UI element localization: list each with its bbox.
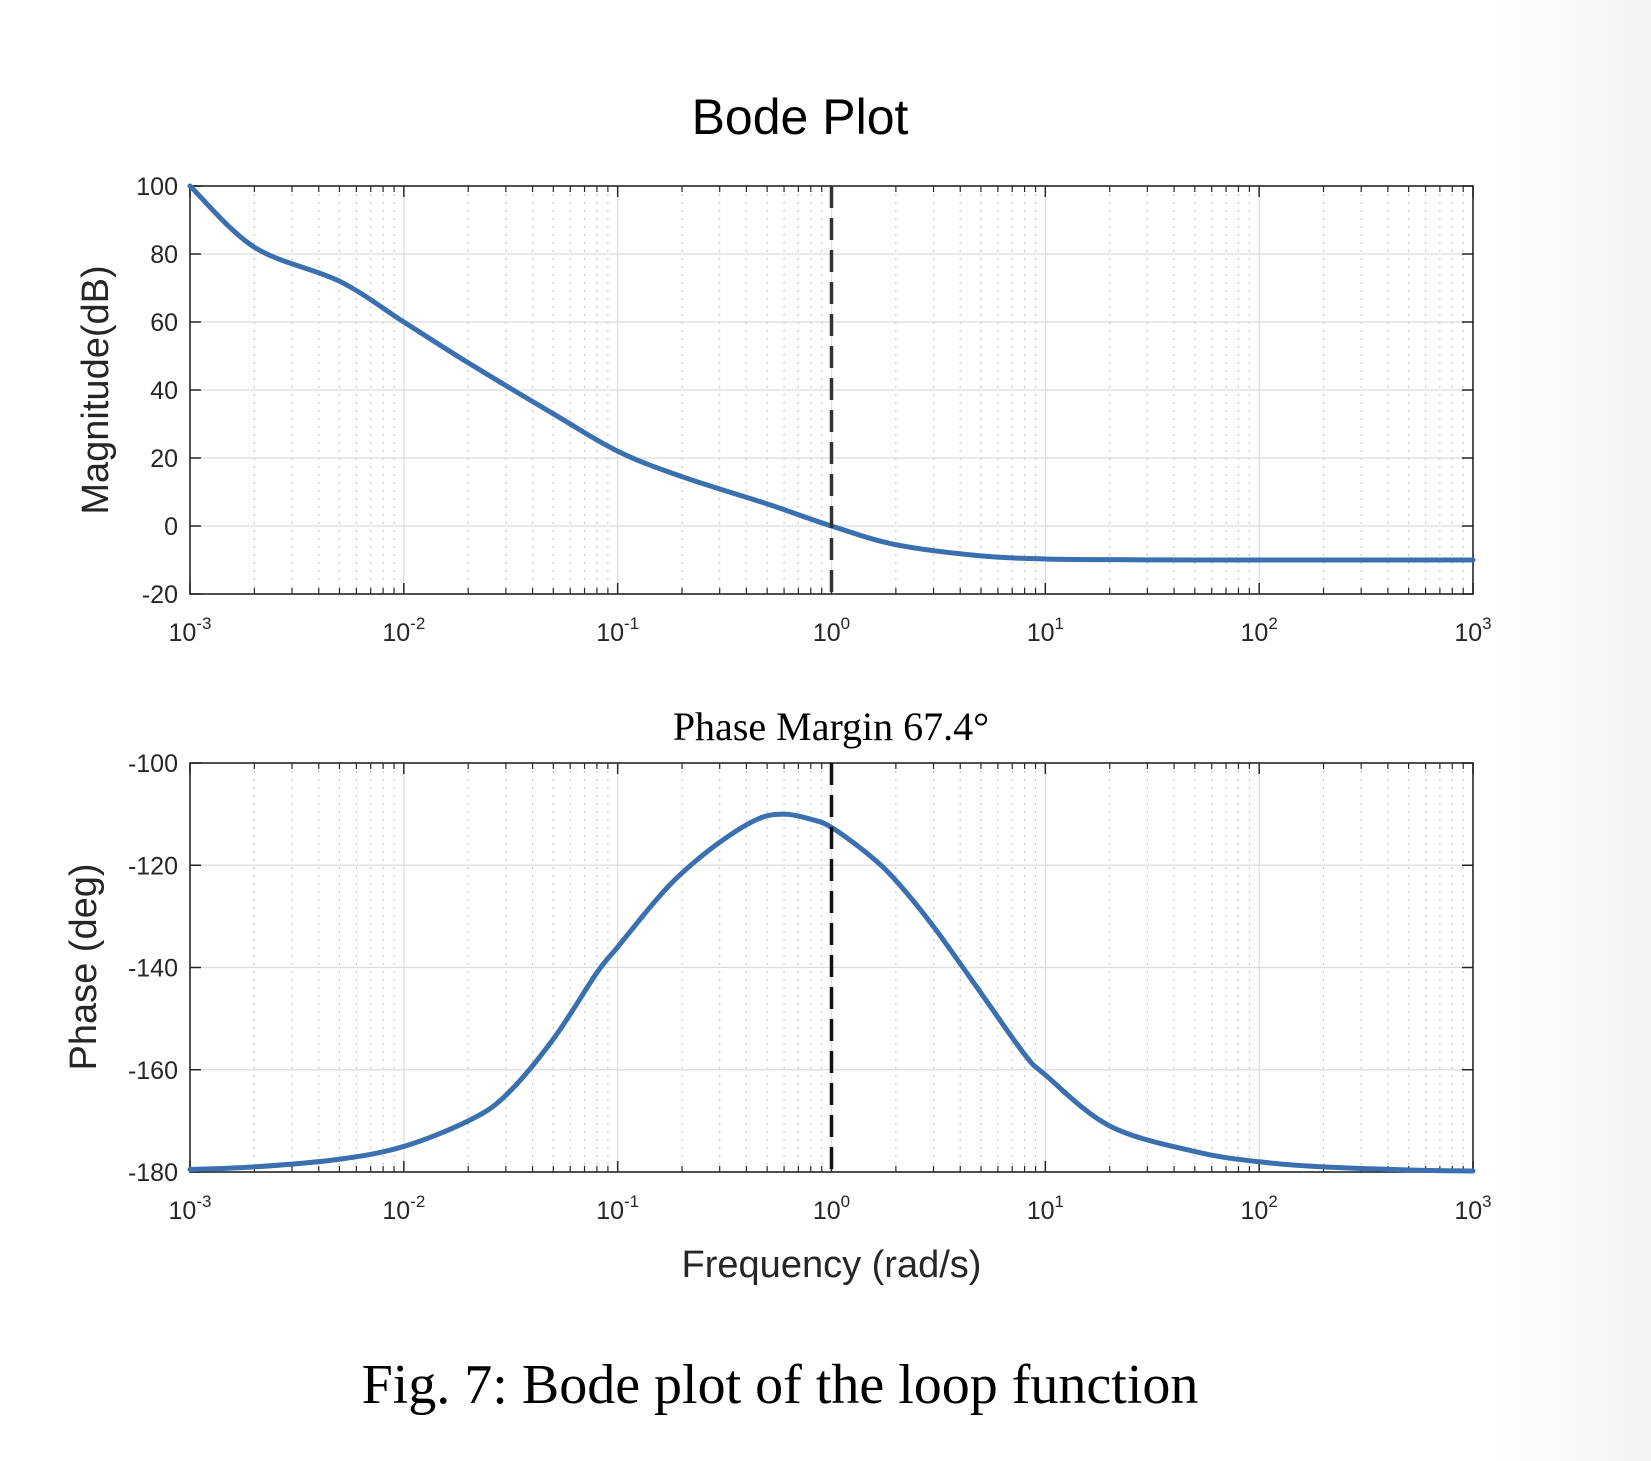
plot-title: Phase Margin 67.4°	[673, 704, 989, 749]
x-tick-label: 10-2	[382, 614, 425, 647]
y-axis-label: Magnitude(dB)	[75, 265, 117, 514]
phase-plot: 10-3 10-2 10-1 100 101 102 103 -100 -120 -140 -160…	[63, 704, 1492, 1286]
y-axis-label: Phase (deg)	[63, 863, 105, 1070]
x-tick-label: 10-2	[382, 1192, 425, 1225]
y-tick-label: 60	[150, 309, 178, 337]
x-tick-label: 10-3	[169, 1192, 212, 1225]
x-tick-label: 10-3	[169, 614, 212, 647]
y-tick-label: 40	[150, 377, 178, 405]
x-tick-label: 102	[1241, 1192, 1278, 1225]
x-tick-label: 100	[813, 1192, 850, 1225]
x-tick-label: 103	[1454, 614, 1491, 647]
x-tick-label: 103	[1454, 1192, 1491, 1225]
y-tick-label: -20	[142, 581, 178, 609]
y-tick-label: 0	[164, 513, 178, 541]
y-tick-label: 20	[150, 445, 178, 473]
y-tick-label: -100	[128, 750, 178, 778]
y-tick-label: -160	[128, 1057, 178, 1085]
x-tick-label: 10-1	[596, 614, 639, 647]
y-tick-label: -140	[128, 955, 178, 983]
plot-title: Bode Plot	[692, 89, 909, 145]
x-tick-label: 101	[1027, 1192, 1064, 1225]
x-tick-label: 101	[1027, 614, 1064, 647]
y-tick-label: -180	[128, 1159, 178, 1187]
y-tick-label: 100	[136, 173, 178, 201]
x-tick-label: 10-1	[596, 1192, 639, 1225]
magnitude-plot: 10-3 10-2 10-1 100 101 102 103 100 80 60 40 20 0 -20 B…	[75, 89, 1492, 647]
x-axis-label: Frequency (rad/s)	[682, 1244, 982, 1286]
x-tick-label: 100	[813, 614, 850, 647]
figure-caption: Fig. 7: Bode plot of the loop function	[362, 1354, 1199, 1416]
series-line	[187, 811, 1476, 1174]
y-tick-label: 80	[150, 241, 178, 269]
x-tick-label: 102	[1241, 614, 1278, 647]
y-tick-label: -120	[128, 852, 178, 880]
